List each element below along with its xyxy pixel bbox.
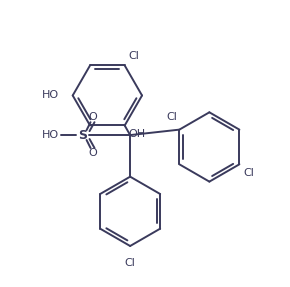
Text: O: O	[88, 112, 97, 122]
Text: Cl: Cl	[166, 112, 177, 122]
Text: Cl: Cl	[129, 51, 139, 61]
Text: HO: HO	[42, 90, 59, 100]
Text: HO: HO	[42, 130, 59, 140]
Text: Cl: Cl	[243, 168, 254, 178]
Text: S: S	[78, 129, 87, 141]
Text: Cl: Cl	[125, 258, 136, 268]
Text: O: O	[88, 148, 97, 158]
Text: OH: OH	[129, 129, 146, 139]
